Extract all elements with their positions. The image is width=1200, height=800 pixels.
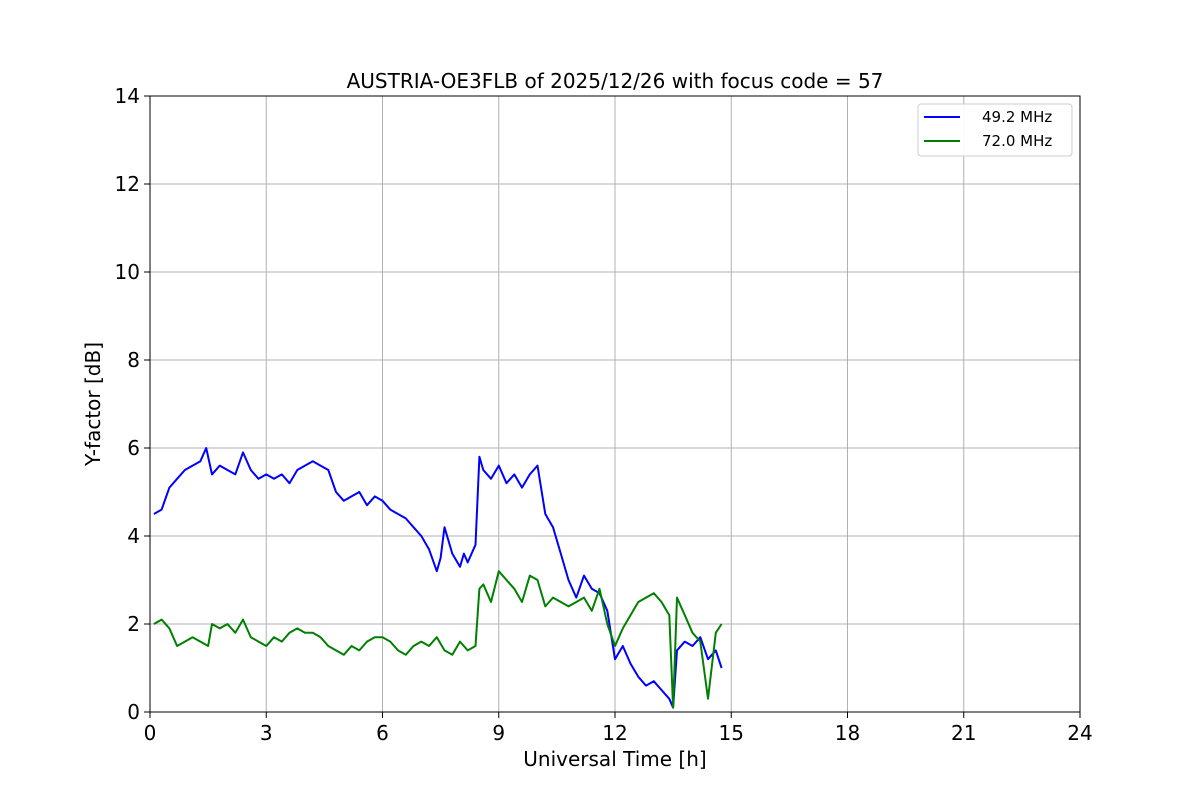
- x-tick-label: 15: [719, 721, 744, 745]
- y-tick-label: 14: [115, 84, 140, 108]
- x-tick-label: 21: [951, 721, 976, 745]
- series-line-49-2-mhz: [153, 447, 723, 709]
- y-tick-label: 8: [127, 348, 140, 372]
- y-axis-label: Y-factor [dB]: [81, 342, 105, 467]
- x-tick-label: 6: [376, 721, 389, 745]
- legend: 49.2 MHz 72.0 MHz: [917, 103, 1073, 157]
- y-tick-label: 12: [115, 172, 140, 196]
- x-tick-label: 0: [144, 721, 157, 745]
- y-tick-label: 4: [127, 524, 140, 548]
- x-tick-label: 18: [835, 721, 860, 745]
- x-tick-label: 12: [602, 721, 627, 745]
- x-tick-label: 3: [260, 721, 273, 745]
- y-tick-label: 6: [127, 436, 140, 460]
- chart-title: AUSTRIA-OE3FLB of 2025/12/26 with focus …: [347, 69, 884, 93]
- x-tick-label: 24: [1067, 721, 1092, 745]
- legend-label-49-2-mhz: 49.2 MHz: [982, 108, 1052, 126]
- series-line-72-0-mhz: [153, 570, 723, 709]
- x-tick-label: 9: [492, 721, 505, 745]
- y-tick-label: 2: [127, 612, 140, 636]
- y-tick-label: 10: [115, 260, 140, 284]
- legend-label-72-0-mhz: 72.0 MHz: [982, 132, 1052, 150]
- series-layer: [153, 447, 723, 709]
- x-axis-label: Universal Time [h]: [523, 747, 706, 771]
- y-tick-label: 0: [127, 700, 140, 724]
